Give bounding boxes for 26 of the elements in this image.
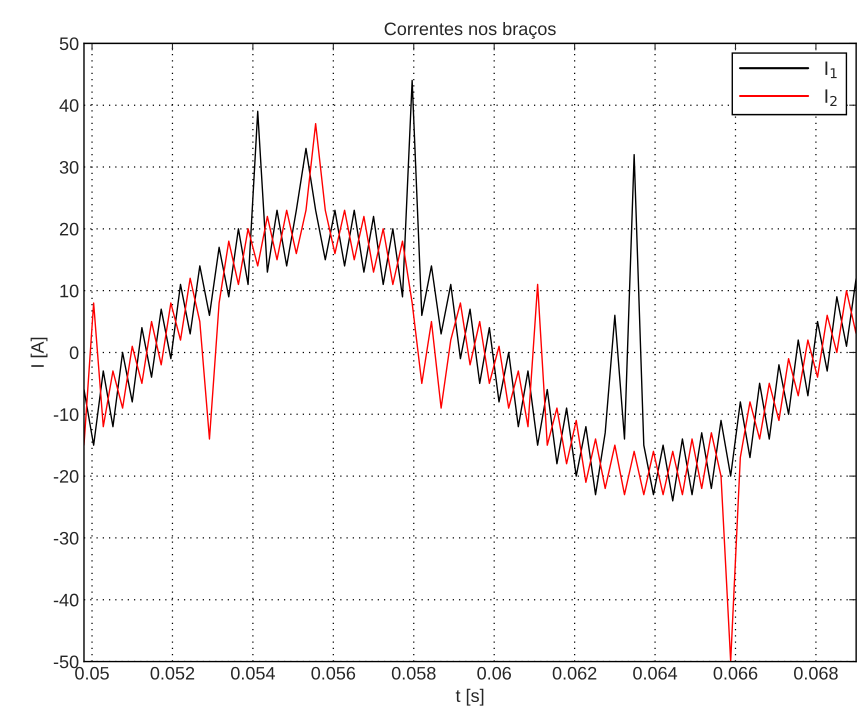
- y-tick-label: -10: [54, 408, 78, 421]
- y-tick-label: -50: [54, 655, 78, 668]
- y-axis-title: I [A]: [30, 338, 48, 367]
- y-tick-label: -40: [54, 594, 78, 606]
- y-tick-label: 50: [60, 37, 78, 50]
- legend-label: I$_{1}$: [825, 62, 837, 78]
- x-tick-label: 0.052: [150, 666, 194, 680]
- y-tick-label: 40: [59, 99, 78, 112]
- y-tick-label: -20: [54, 470, 78, 483]
- x-axis-title: t [s]: [456, 688, 484, 706]
- y-tick-label: 30: [60, 160, 78, 174]
- x-tick-label: 0.054: [231, 666, 275, 680]
- x-tick-label: 0.05: [75, 666, 109, 680]
- y-tick-label: 10: [60, 284, 78, 298]
- x-tick-label: 0.058: [392, 666, 436, 680]
- x-tick-label: 0.062: [552, 666, 596, 680]
- x-tick-label: 0.068: [794, 666, 838, 680]
- y-tick-label: 20: [60, 222, 78, 236]
- x-tick-label: 0.06: [477, 666, 511, 680]
- y-tick-label: -30: [54, 532, 78, 545]
- legend-label: I$_{2}$: [825, 89, 837, 106]
- x-tick-label: 0.064: [633, 666, 678, 680]
- x-tick-label: 0.066: [714, 666, 758, 680]
- y-tick-label: 0: [70, 346, 78, 360]
- chart-title: Correntes nos braços: [384, 22, 556, 39]
- x-tick-label: 0.056: [311, 666, 356, 680]
